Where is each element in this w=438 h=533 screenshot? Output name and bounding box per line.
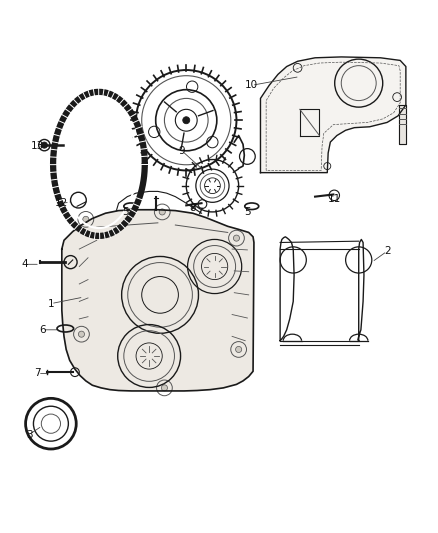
Polygon shape xyxy=(399,105,406,144)
Polygon shape xyxy=(261,57,406,173)
Text: 6: 6 xyxy=(39,325,46,335)
Circle shape xyxy=(78,331,85,337)
Circle shape xyxy=(236,346,242,352)
Circle shape xyxy=(183,117,190,124)
Text: 1: 1 xyxy=(48,298,54,309)
Text: 11: 11 xyxy=(328,194,341,204)
Text: 7: 7 xyxy=(35,368,41,378)
Text: 2: 2 xyxy=(384,246,390,256)
Text: 8: 8 xyxy=(190,203,196,213)
Circle shape xyxy=(161,385,167,391)
Text: 10: 10 xyxy=(245,80,258,90)
Circle shape xyxy=(233,235,240,241)
Text: 9: 9 xyxy=(179,146,185,156)
Text: 4: 4 xyxy=(21,260,28,269)
Text: 3: 3 xyxy=(26,430,32,440)
Polygon shape xyxy=(62,210,254,391)
Circle shape xyxy=(41,142,47,148)
Text: 5: 5 xyxy=(244,207,251,217)
Circle shape xyxy=(83,216,89,222)
Text: 13: 13 xyxy=(31,141,44,151)
Text: 5: 5 xyxy=(122,207,128,217)
Text: 12: 12 xyxy=(55,198,68,208)
Circle shape xyxy=(159,209,165,215)
